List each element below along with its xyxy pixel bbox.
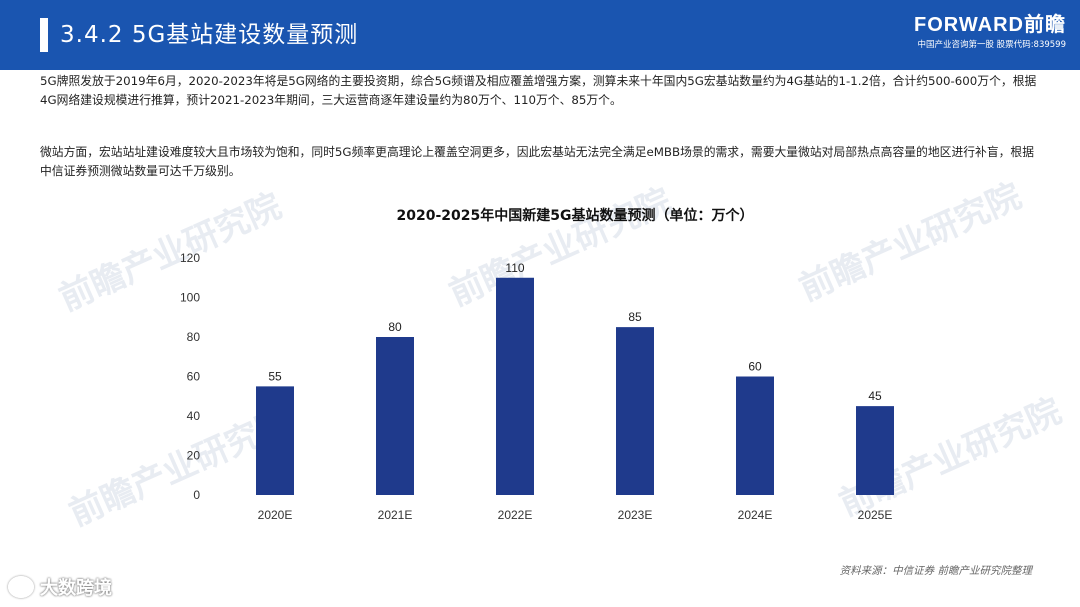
data-label: 85 [628,310,642,324]
brand-logo-text: FORWARD前瞻 [914,14,1066,36]
header-bar: 3.4.2 5G基站建设数量预测 FORWARD前瞻 中国产业咨询第一股 股票代… [0,0,1080,70]
data-label: 45 [868,389,882,403]
y-tick-label: 0 [193,488,200,502]
x-tick-label: 2025E [858,508,893,522]
title-accent-bar [40,18,48,52]
x-tick-label: 2024E [738,508,773,522]
paragraph-1: 5G牌照发放于2019年6月，2020-2023年将是5G网络的主要投资期，综合… [40,74,1037,107]
bar-2020E [256,386,294,495]
chat-bubble-icon [8,576,34,598]
corner-watermark-text: 大数跨境 [40,578,112,599]
bar-2024E [736,376,774,495]
x-tick-label: 2022E [498,508,533,522]
bar-2021E [376,337,414,495]
y-tick-label: 80 [187,330,201,344]
chart-title: 2020-2025年中国新建5G基站数量预测（单位：万个） [397,207,754,224]
x-tick-label: 2021E [378,508,413,522]
brand-tagline: 中国产业咨询第一股 股票代码:839599 [917,40,1066,50]
data-label: 80 [388,320,402,334]
bar-chart: 2020-2025年中国新建5G基站数量预测（单位：万个） 0 20 40 60 80 10… [180,207,894,522]
y-tick-label: 20 [187,449,201,463]
data-label: 60 [748,360,762,374]
bar-2025E [856,406,894,495]
x-tick-label: 2020E [258,508,293,522]
data-label: 110 [505,261,524,275]
source-note: 资料来源：中信证券 前瞻产业研究院整理 [839,565,1032,577]
data-label: 55 [268,369,282,383]
y-tick-label: 120 [180,251,200,265]
bar-2023E [616,327,654,495]
bar-2022E [496,277,534,495]
x-tick-label: 2023E [618,508,653,522]
brand-logo: FORWARD前瞻 中国产业咨询第一股 股票代码:839599 [856,14,1066,58]
y-tick-label: 100 [180,291,200,305]
paragraph-2: 微站方面，宏站站址建设难度较大且市场较为饱和，同时5G频率更高理论上覆盖空洞更多… [40,145,1035,178]
y-tick-label: 40 [187,409,201,423]
y-tick-label: 60 [187,370,201,384]
corner-watermark: 大数跨境 [8,572,112,602]
page-title: 3.4.2 5G基站建设数量预测 [60,22,359,48]
